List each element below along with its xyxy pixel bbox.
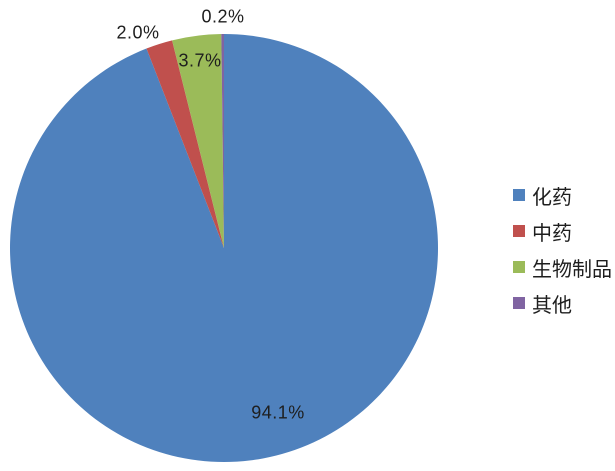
slice-label-chemical-drugs: 94.1% bbox=[251, 402, 305, 423]
slice-label-tcm: 2.0% bbox=[116, 22, 160, 43]
legend-item-biologics: 生物制品 bbox=[513, 256, 612, 281]
slice-label-other: 0.2% bbox=[201, 6, 245, 27]
legend-item-tcm: 中药 bbox=[513, 220, 612, 245]
legend-label-tcm: 中药 bbox=[532, 222, 572, 245]
legend-swatch-other bbox=[513, 297, 525, 309]
pie-slice-chemical-drugs bbox=[10, 34, 439, 462]
slice-label-biologics: 3.7% bbox=[178, 50, 222, 71]
pie-slice-tcm bbox=[146, 40, 224, 248]
legend-swatch-tcm bbox=[513, 225, 525, 237]
legend-swatch-biologics bbox=[513, 261, 525, 273]
legend-label-other: 其他 bbox=[532, 294, 572, 317]
legend-label-biologics: 生物制品 bbox=[532, 258, 612, 281]
pie-slice-biologics bbox=[172, 34, 224, 248]
pie-slice-other bbox=[221, 34, 224, 248]
legend-swatch-chemical-drugs bbox=[513, 189, 525, 201]
legend-label-chemical-drugs: 化药 bbox=[532, 186, 572, 209]
legend-item-chemical-drugs: 化药 bbox=[513, 184, 612, 209]
chart-legend: 化药 中药 生物制品 其他 bbox=[513, 184, 612, 328]
legend-item-other: 其他 bbox=[513, 292, 612, 317]
